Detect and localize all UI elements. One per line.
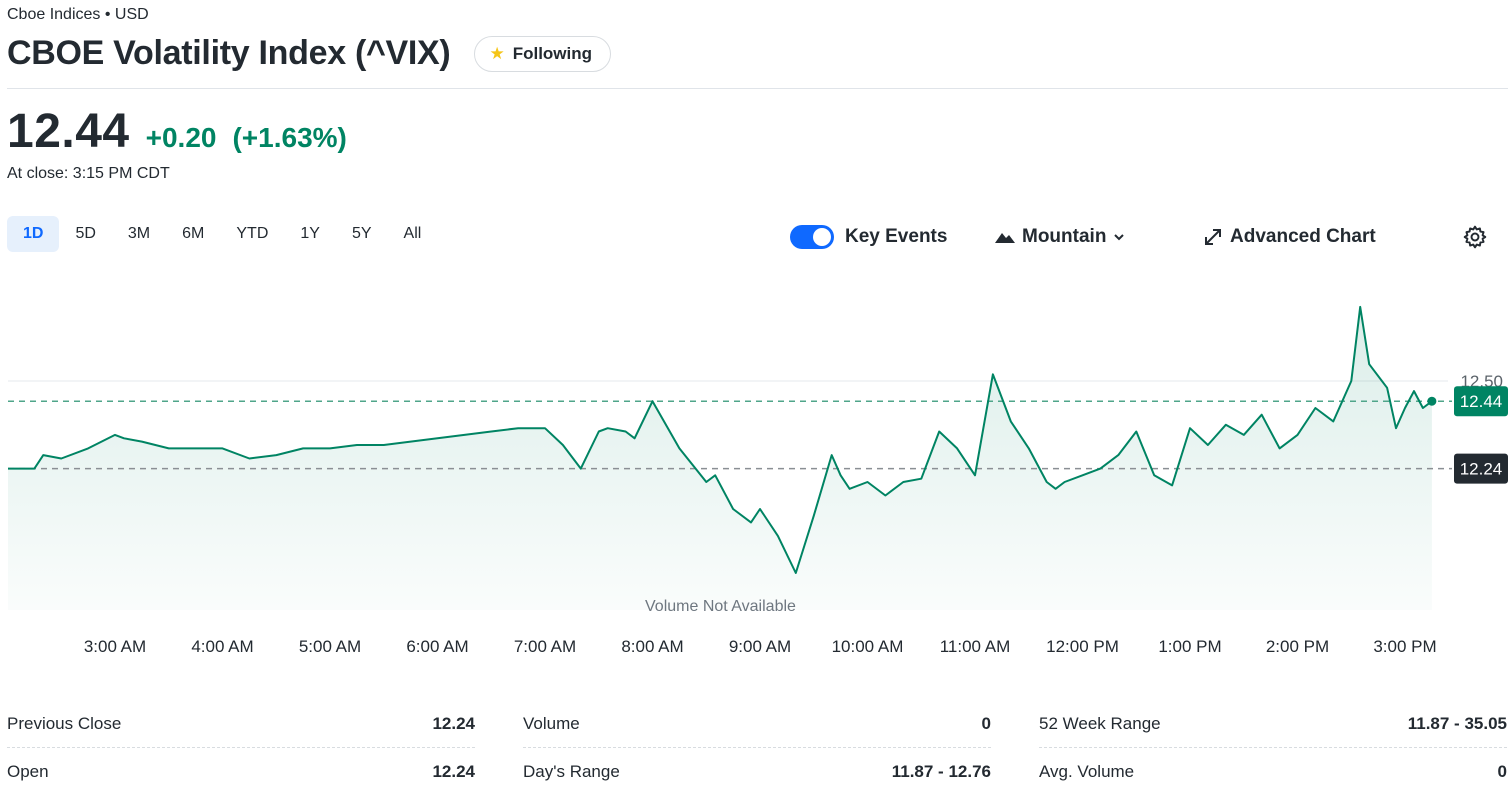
quote-row: 12.44 +0.20 (+1.63%) (7, 104, 347, 159)
stat-label: Volume (523, 713, 580, 733)
last-price: 12.44 (7, 105, 130, 158)
x-tick-label: 9:00 AM (729, 637, 791, 656)
stats-column: Volume 0 Day's Range 11.87 - 12.76 (523, 700, 991, 785)
range-tab[interactable]: 6M (182, 225, 205, 242)
stats-column: Previous Close 12.24 Open 12.24 (7, 700, 475, 785)
chevron-down-icon (1114, 234, 1125, 241)
stat-row: Previous Close 12.24 (7, 700, 475, 748)
stat-label: 52 Week Range (1039, 713, 1161, 733)
stat-label: Open (7, 762, 49, 781)
stats-column: 52 Week Range 11.87 - 35.05 Avg. Volume 0 (1039, 700, 1507, 785)
x-tick-label: 8:00 AM (621, 637, 683, 656)
x-tick-label: 12:00 PM (1046, 637, 1119, 656)
last-price-label: 12.44 (1460, 392, 1503, 411)
mountain-icon (995, 233, 1015, 243)
stat-row: 52 Week Range 11.87 - 35.05 (1039, 700, 1507, 748)
price-chart[interactable]: 12.50 12.44 12.24 3:00 AM 4:00 AM 5:00 AM 6:00… (0, 270, 1512, 670)
key-events-label[interactable]: Key Events (845, 226, 948, 247)
x-tick-label: 2:00 PM (1266, 637, 1329, 656)
volume-note: Volume Not Available (645, 598, 796, 615)
star-icon: ★ (489, 43, 505, 63)
stat-value: 11.87 - 12.76 (891, 762, 991, 781)
key-events-toggle[interactable] (790, 225, 834, 249)
x-tick-label: 10:00 AM (832, 637, 904, 656)
series-line (8, 305, 1433, 574)
range-tab[interactable]: 3M (127, 225, 151, 242)
x-tick-label: 7:00 AM (514, 637, 576, 656)
x-tick-label: 6:00 AM (406, 637, 468, 656)
stat-value: 11.87 - 35.05 (1407, 713, 1507, 733)
stat-row: Open 12.24 (7, 748, 475, 785)
x-tick-label: 11:00 AM (940, 637, 1011, 656)
range-tab[interactable]: 5D (75, 225, 96, 242)
following-button[interactable]: ★ Following (474, 35, 612, 72)
x-tick-label: 3:00 PM (1373, 637, 1436, 656)
close-time: At close: 3:15 PM CDT (7, 165, 170, 182)
stat-value: 12.24 (432, 762, 475, 781)
previous-close-tag (1454, 453, 1508, 484)
advanced-chart-button[interactable]: Advanced Chart (1204, 226, 1376, 248)
quote-summary: Previous Close 12.24 Open 12.24 Volume 0 Day's… (7, 700, 1507, 785)
last-point-marker (1427, 396, 1437, 406)
following-label: Following (512, 43, 593, 63)
toggle-knob (813, 228, 831, 246)
x-tick-label: 5:00 AM (299, 637, 361, 656)
x-tick-label: 1:00 PM (1158, 637, 1221, 656)
x-tick-label: 4:00 AM (191, 637, 253, 656)
range-selector: 1D 5D 3M 6M YTD 1Y 5Y All (7, 216, 437, 252)
chart-type-dropdown[interactable]: Mountain (994, 226, 1126, 248)
stat-row: Avg. Volume 0 (1039, 748, 1507, 785)
exchange-currency: Cboe Indices • USD (7, 6, 149, 23)
range-tab[interactable]: 5Y (351, 225, 372, 242)
range-tab[interactable]: YTD (236, 225, 269, 242)
price-change-percent: (+1.63%) (232, 122, 347, 153)
advanced-chart-label: Advanced Chart (1230, 226, 1376, 247)
stat-label: Avg. Volume (1039, 762, 1135, 781)
chart-toolbar: Key Events Mountain Advanced Chart (790, 222, 1510, 252)
series-area (8, 306, 1432, 610)
range-tab[interactable]: 1Y (300, 225, 320, 242)
x-tick-label: 3:00 AM (84, 637, 146, 656)
stat-label: Previous Close (7, 713, 122, 733)
stat-value: 0 (1497, 762, 1507, 781)
stat-value: 12.24 (432, 713, 475, 733)
previous-close-label: 12.24 (1460, 460, 1503, 479)
gear-icon[interactable] (1462, 224, 1488, 250)
range-tab[interactable]: 1D (7, 216, 60, 252)
stat-row: Volume 0 (523, 700, 991, 748)
range-tab[interactable]: All (403, 225, 422, 242)
expand-icon (1205, 229, 1221, 245)
page-title: CBOE Volatility Index (^VIX) (7, 34, 451, 72)
stat-label: Day's Range (523, 762, 620, 781)
title-row: CBOE Volatility Index (^VIX) ★ Following (7, 34, 612, 73)
price-change: +0.20 (145, 122, 217, 153)
stat-value: 0 (981, 713, 991, 733)
last-price-tag (1454, 386, 1508, 417)
chart-type-label: Mountain (1022, 226, 1107, 247)
stat-row: Day's Range 11.87 - 12.76 (523, 748, 991, 785)
header-divider (7, 88, 1508, 89)
